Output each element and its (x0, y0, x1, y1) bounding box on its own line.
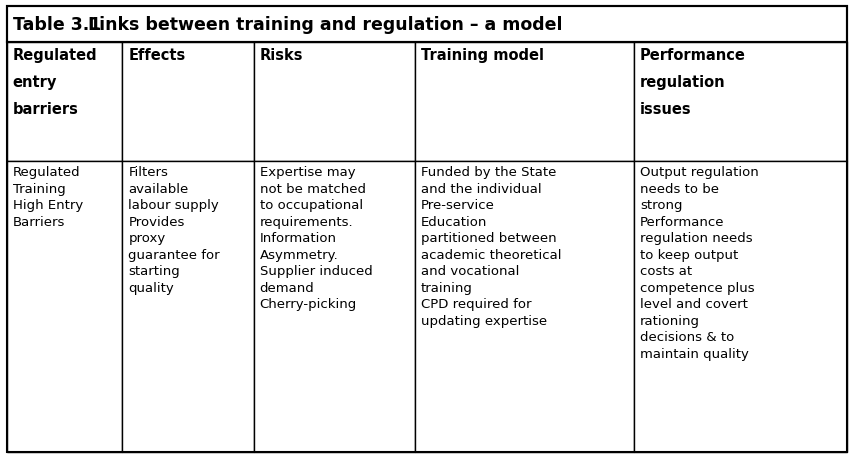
Bar (122, 44, 253, 162)
Text: Links between training and regulation – a model: Links between training and regulation – … (88, 16, 562, 34)
Text: Training model: Training model (421, 48, 543, 63)
Bar (415, 162, 633, 452)
Text: Filters
available
labour supply
Provides
proxy
guarantee for
starting
quality: Filters available labour supply Provides… (128, 166, 220, 294)
Bar (7, 162, 122, 452)
Text: Funded by the State
and the individual
Pre-service
Education
partitioned between: Funded by the State and the individual P… (421, 166, 560, 327)
Bar (7, 44, 122, 162)
Text: Performance
regulation
issues: Performance regulation issues (639, 48, 745, 117)
Text: Expertise may
not be matched
to occupational
requirements.
Information
Asymmetry: Expertise may not be matched to occupati… (259, 166, 372, 311)
Text: Table 3.1: Table 3.1 (13, 16, 101, 34)
Bar (253, 162, 415, 452)
Bar (633, 44, 846, 162)
Text: Effects: Effects (128, 48, 185, 63)
Bar (122, 162, 253, 452)
Bar (633, 162, 846, 452)
Text: Risks: Risks (259, 48, 303, 63)
Bar (7, 7, 846, 44)
Text: Regulated
Training
High Entry
Barriers: Regulated Training High Entry Barriers (13, 166, 83, 228)
Text: Output regulation
needs to be
strong
Performance
regulation needs
to keep output: Output regulation needs to be strong Per… (639, 166, 758, 360)
Bar (415, 44, 633, 162)
Bar (253, 44, 415, 162)
Text: Regulated
entry
barriers: Regulated entry barriers (13, 48, 97, 117)
